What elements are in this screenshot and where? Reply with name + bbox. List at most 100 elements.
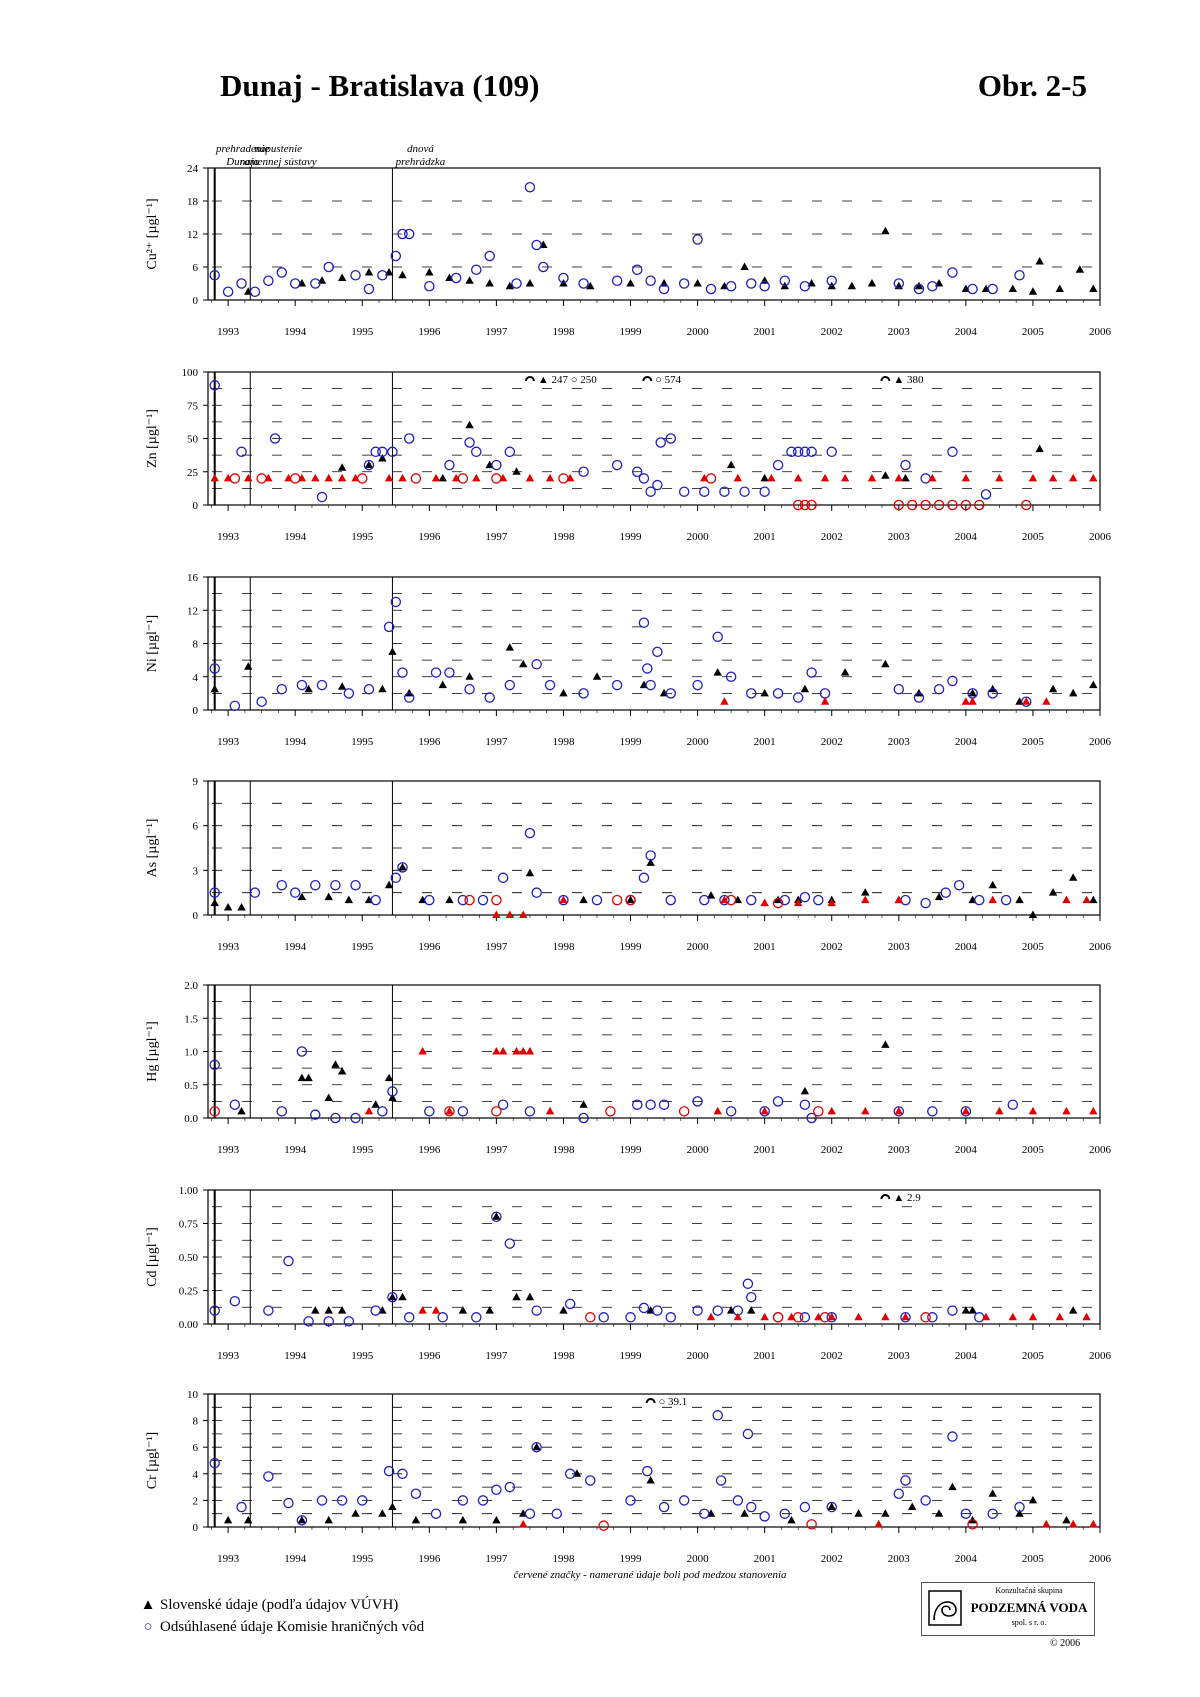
data-point-circle — [742, 1278, 754, 1290]
data-point-circle — [370, 894, 381, 906]
data-point-triangle — [1089, 284, 1098, 292]
x-tick-label: 1995 — [351, 326, 374, 338]
data-point-circle — [759, 280, 770, 292]
data-point-circle — [947, 675, 958, 687]
data-point-circle — [806, 499, 817, 511]
y-tick-label: 50 — [187, 434, 199, 446]
data-point-triangle — [1068, 688, 1078, 697]
data-point-circle — [699, 1508, 710, 1519]
data-point-circle — [900, 1475, 911, 1486]
data-point-triangle — [861, 895, 870, 904]
data-point-circle — [658, 283, 670, 295]
data-point-circle — [658, 1501, 670, 1513]
data-point-triangle — [331, 1060, 340, 1068]
data-point-circle — [484, 250, 495, 262]
data-point-triangle — [498, 1047, 508, 1055]
data-point-circle — [652, 479, 663, 491]
data-point-triangle — [525, 868, 535, 877]
data-point-circle — [819, 1312, 831, 1323]
data-point-triangle — [995, 1106, 1004, 1115]
data-point-circle — [605, 1106, 616, 1117]
data-point-triangle — [961, 473, 971, 482]
data-point-triangle — [800, 1086, 810, 1095]
data-point-circle — [403, 433, 415, 444]
data-point-triangle — [223, 1515, 233, 1524]
y-tick-label: 6 — [193, 821, 199, 833]
data-point-circle — [772, 1096, 784, 1107]
data-point-circle — [799, 1501, 811, 1513]
data-point-circle — [585, 1475, 596, 1486]
x-tick-label: 1995 — [351, 941, 374, 953]
x-tick-label: 1996 — [418, 736, 441, 748]
data-point-circle — [403, 692, 415, 703]
data-point-triangle — [733, 1312, 743, 1321]
data-point-triangle — [559, 688, 568, 697]
y-tick-label: 0 — [193, 500, 199, 512]
data-point-circle — [927, 1312, 938, 1323]
event-label-line2: ramennej sústavy — [240, 156, 317, 168]
data-point-triangle — [840, 668, 850, 676]
x-tick-label: 2001 — [754, 1553, 776, 1565]
data-point-circle — [403, 1312, 415, 1323]
data-point-triangle — [626, 895, 635, 904]
data-point-triangle — [244, 473, 253, 482]
data-point-triangle — [1082, 895, 1091, 904]
event-label-line1: dnová — [407, 143, 434, 155]
data-point-triangle — [532, 1442, 541, 1451]
data-point-triangle — [505, 281, 515, 290]
data-point-circle — [665, 433, 677, 444]
data-point-circle — [209, 1059, 220, 1071]
data-point-circle — [491, 1211, 502, 1223]
data-point-circle — [772, 688, 784, 699]
data-point-circle — [403, 228, 415, 240]
data-point-circle — [678, 278, 690, 289]
data-point-triangle — [881, 659, 890, 668]
data-point-circle — [209, 1457, 220, 1469]
y-tick-label: 12 — [187, 605, 198, 617]
data-point-circle — [826, 446, 837, 458]
data-point-circle — [544, 679, 556, 691]
data-point-circle — [524, 827, 536, 839]
x-tick-label: 2000 — [687, 531, 710, 543]
data-point-triangle — [505, 643, 515, 651]
data-point-triangle — [1028, 910, 1038, 918]
data-point-triangle — [237, 1106, 246, 1115]
data-point-triangle — [760, 1106, 769, 1115]
x-tick-label: 2005 — [1022, 941, 1045, 953]
y-tick-label: 10 — [187, 1389, 199, 1401]
x-tick-label: 1993 — [217, 1144, 240, 1156]
data-point-circle — [893, 278, 905, 289]
data-point-circle — [645, 486, 656, 497]
data-point-triangle — [961, 1306, 971, 1314]
data-point-circle — [558, 272, 569, 284]
data-point-circle — [813, 1106, 824, 1117]
x-tick-label: 1996 — [418, 531, 441, 543]
data-point-triangle — [223, 903, 233, 911]
data-point-circle — [444, 667, 455, 678]
data-point-circle — [652, 646, 663, 658]
data-point-triangle — [519, 1047, 528, 1055]
data-point-triangle — [425, 268, 434, 276]
y-tick-label: 8 — [193, 1416, 199, 1428]
footnote: červené značky - namerané údaje boli pod… — [513, 1569, 787, 1581]
data-point-triangle — [1089, 1519, 1098, 1528]
x-tick-label: 1999 — [620, 941, 643, 953]
data-point-circle — [209, 663, 220, 674]
data-point-circle — [471, 264, 482, 275]
data-point-circle — [826, 1501, 837, 1513]
data-point-triangle — [981, 1312, 991, 1321]
data-point-circle — [678, 1495, 690, 1506]
legend-label-commission: Odsúhlasené údaje Komisie hraničných vôd — [160, 1619, 425, 1635]
x-tick-label: 2003 — [888, 1350, 911, 1362]
data-point-circle — [564, 1298, 576, 1310]
data-point-triangle — [827, 1106, 836, 1115]
data-point-triangle — [378, 453, 387, 462]
data-point-triangle — [1035, 444, 1044, 453]
data-point-circle — [316, 491, 328, 503]
x-tick-label: 1996 — [418, 1553, 441, 1565]
data-point-circle — [960, 1106, 972, 1117]
data-point-circle — [779, 1508, 791, 1519]
data-point-triangle — [512, 467, 521, 475]
data-point-circle — [497, 1099, 509, 1110]
data-point-triangle — [854, 1509, 863, 1517]
